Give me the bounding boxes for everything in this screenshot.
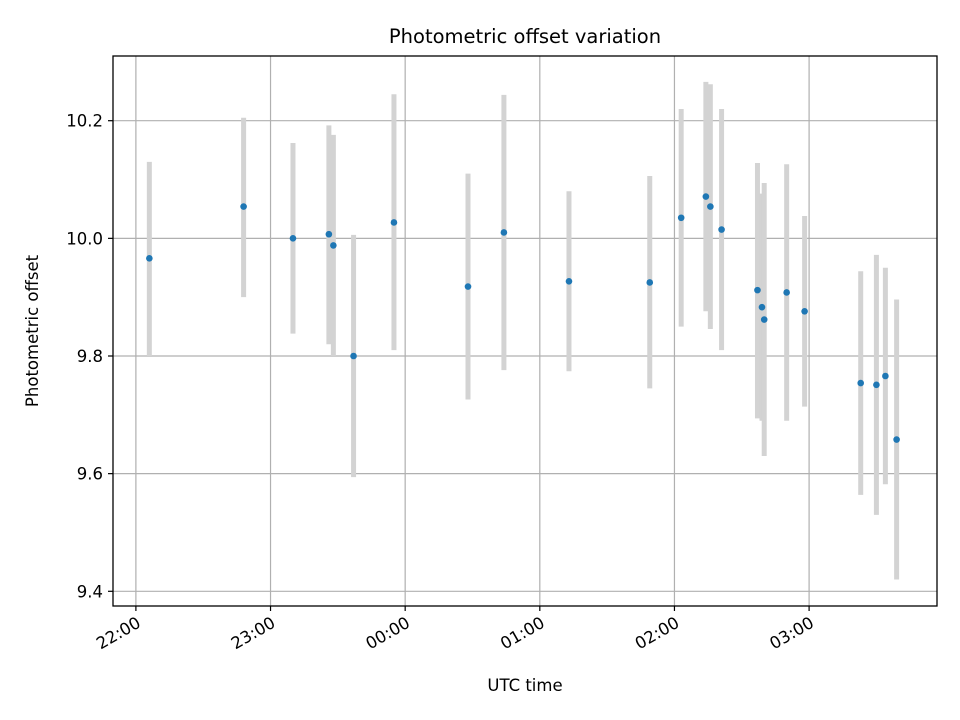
x-tick-label: 22:00 <box>93 613 144 653</box>
data-point <box>289 235 297 242</box>
x-tick-label: 02:00 <box>632 613 683 653</box>
data-point <box>857 379 865 387</box>
point-layer <box>146 193 900 443</box>
chart-title: Photometric offset variation <box>389 25 661 48</box>
data-point <box>330 242 337 249</box>
data-point <box>146 255 153 262</box>
data-point <box>893 436 900 443</box>
data-point <box>500 229 508 236</box>
plot-frame <box>112 55 938 607</box>
data-point <box>758 303 766 311</box>
data-point <box>350 352 357 360</box>
y-tick-label: 9.6 <box>77 465 103 484</box>
y-tick-label: 9.4 <box>77 582 103 601</box>
grid-layer <box>113 56 937 606</box>
data-point <box>702 193 710 200</box>
data-point <box>677 214 685 222</box>
data-point <box>464 283 472 290</box>
data-point <box>325 230 333 238</box>
data-point <box>646 279 654 286</box>
data-point <box>783 289 790 296</box>
errorbar-layer <box>146 81 900 580</box>
x-tick-label: 03:00 <box>766 613 817 653</box>
y-tick-label: 10.0 <box>66 229 103 248</box>
y-tick-label: 9.8 <box>77 347 103 366</box>
x-tick-label: 23:00 <box>228 613 279 653</box>
data-point <box>873 381 880 389</box>
x-tick-label: 01:00 <box>497 613 548 653</box>
data-point <box>240 203 247 210</box>
data-point <box>707 203 714 210</box>
data-point <box>760 316 768 323</box>
data-point <box>565 277 573 285</box>
data-point <box>390 219 398 226</box>
x-axis-label: UTC time <box>487 676 562 695</box>
y-axis-label: Photometric offset <box>23 254 42 407</box>
data-point <box>754 286 761 294</box>
x-tick-label: 00:00 <box>362 613 413 653</box>
data-point <box>718 226 725 233</box>
data-point <box>801 307 808 315</box>
y-tick-label: 10.2 <box>66 112 103 131</box>
data-point <box>882 372 889 380</box>
